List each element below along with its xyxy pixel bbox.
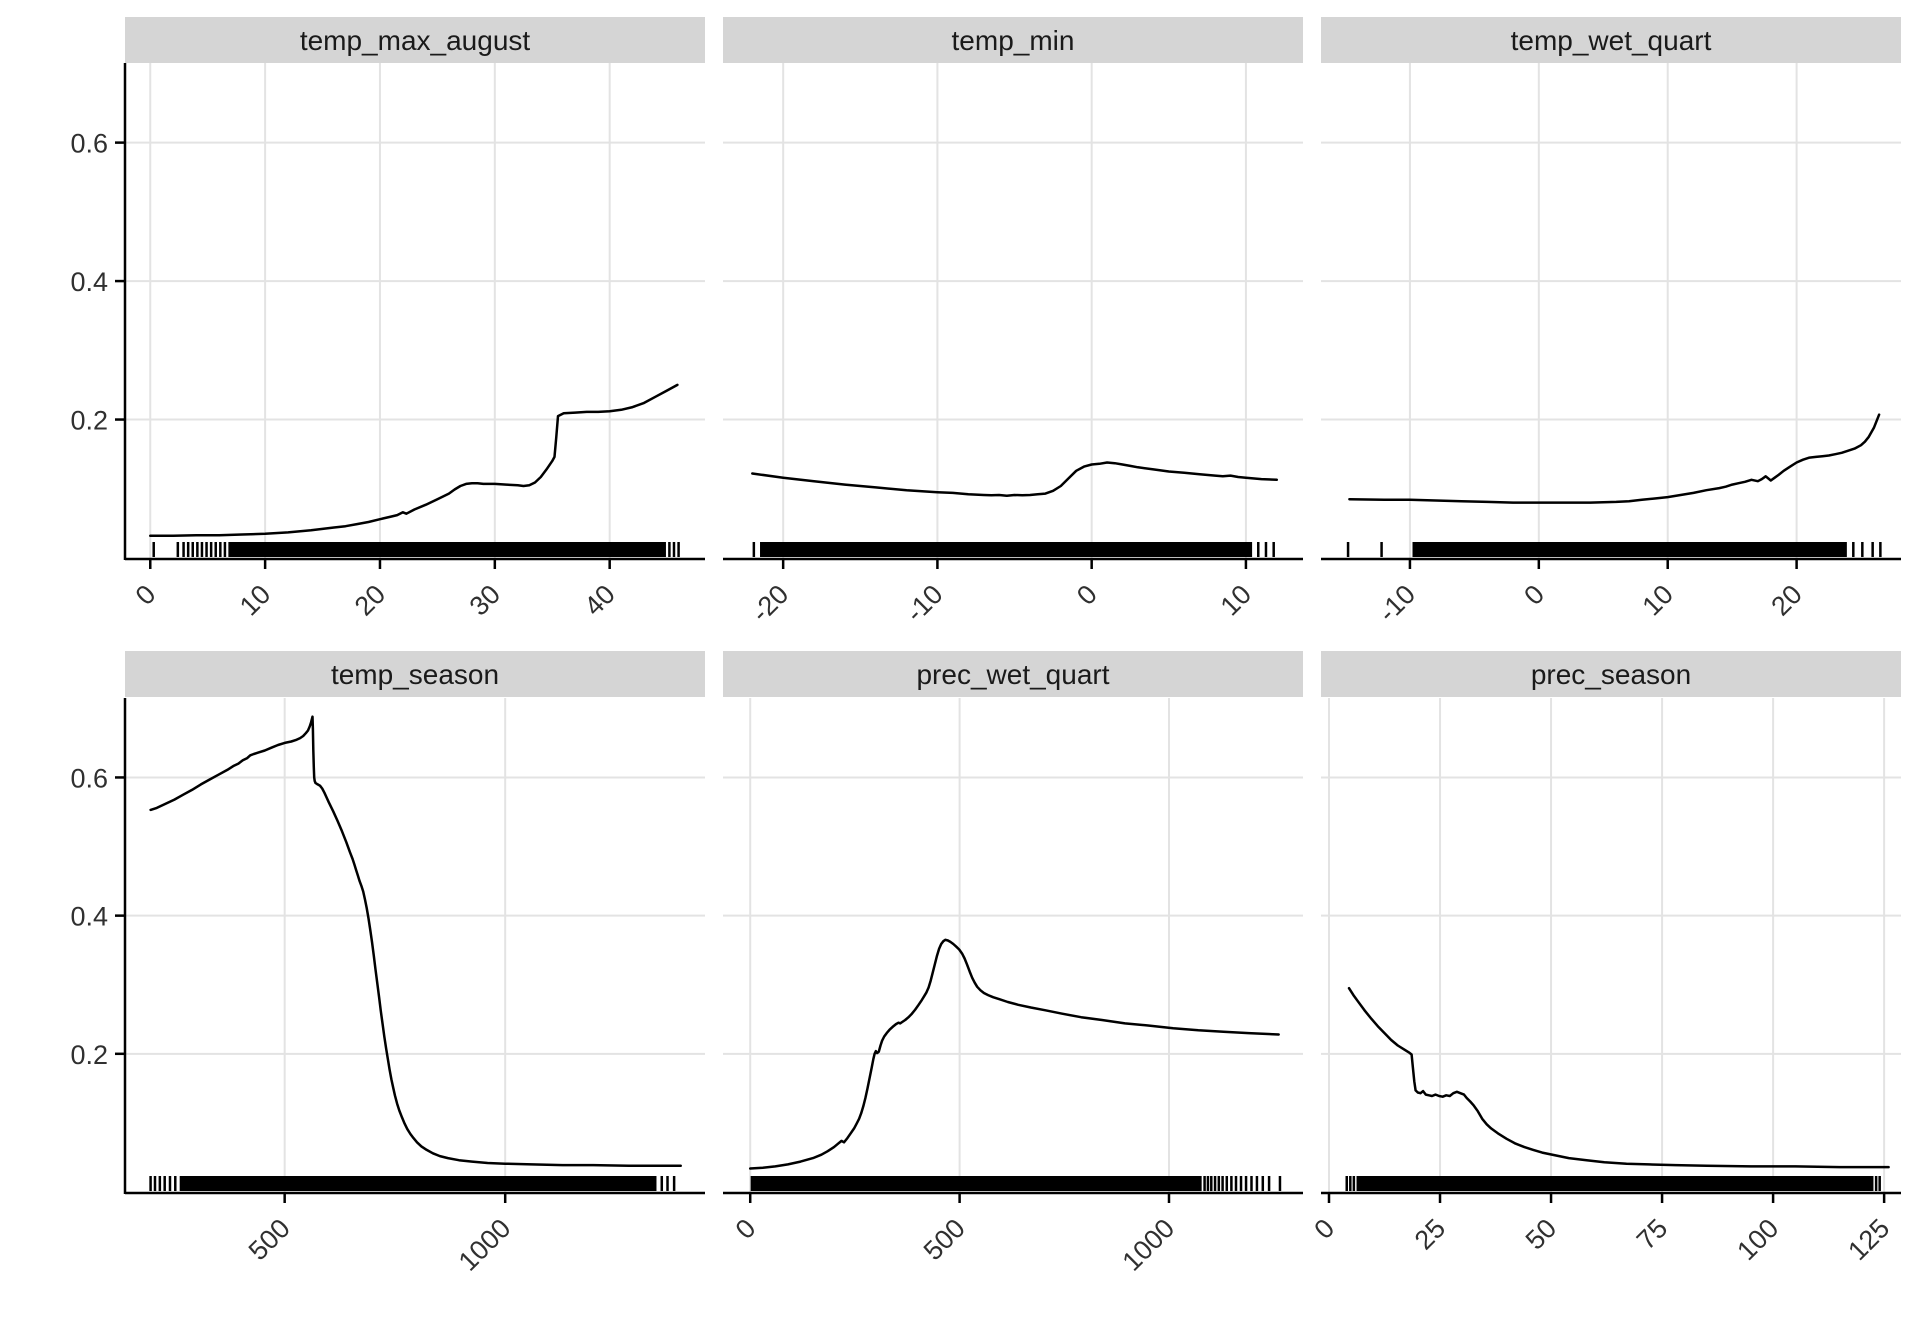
y-tick-label: 0.6 [70, 129, 108, 159]
rug-marks [149, 1176, 676, 1191]
pdp-curve [748, 938, 1280, 1170]
facet-strip [723, 17, 1303, 63]
facet-strip [125, 17, 705, 63]
rug-band [228, 542, 666, 557]
rug-band [750, 1176, 1202, 1191]
pdp-curve [1348, 413, 1881, 504]
facet-strip-title: temp_season [331, 659, 499, 690]
pdp-curve [751, 461, 1279, 497]
facet-strip [723, 651, 1303, 697]
rug-marks [750, 1176, 1282, 1191]
facet-strip [1321, 17, 1901, 63]
facet-strip-title: temp_max_august [300, 25, 531, 56]
pdp-curve [149, 715, 682, 1167]
facet-strip [1321, 651, 1901, 697]
y-tick-label: 0.2 [70, 1040, 108, 1070]
rug-band [179, 1176, 657, 1191]
rug-band [1412, 542, 1847, 557]
y-tick-label: 0.4 [70, 902, 108, 932]
rug-band [760, 542, 1253, 557]
pdp-curve [1347, 986, 1890, 1169]
rug-marks [1346, 542, 1882, 557]
facet-strip-title: prec_season [1531, 659, 1691, 690]
rug-marks [752, 542, 1275, 557]
pdp-curve [149, 383, 679, 538]
rug-marks [152, 542, 680, 557]
rug-marks [1345, 1176, 1881, 1191]
facet-strip-title: temp_min [952, 25, 1075, 56]
y-tick-label: 0.4 [70, 267, 108, 297]
rug-band [1356, 1176, 1874, 1191]
y-tick-label: 0.2 [70, 406, 108, 436]
y-tick-label: 0.6 [70, 763, 108, 793]
facet-strip-title: prec_wet_quart [916, 659, 1109, 690]
facet-strip-title: temp_wet_quart [1511, 25, 1712, 56]
facet-strip [125, 651, 705, 697]
